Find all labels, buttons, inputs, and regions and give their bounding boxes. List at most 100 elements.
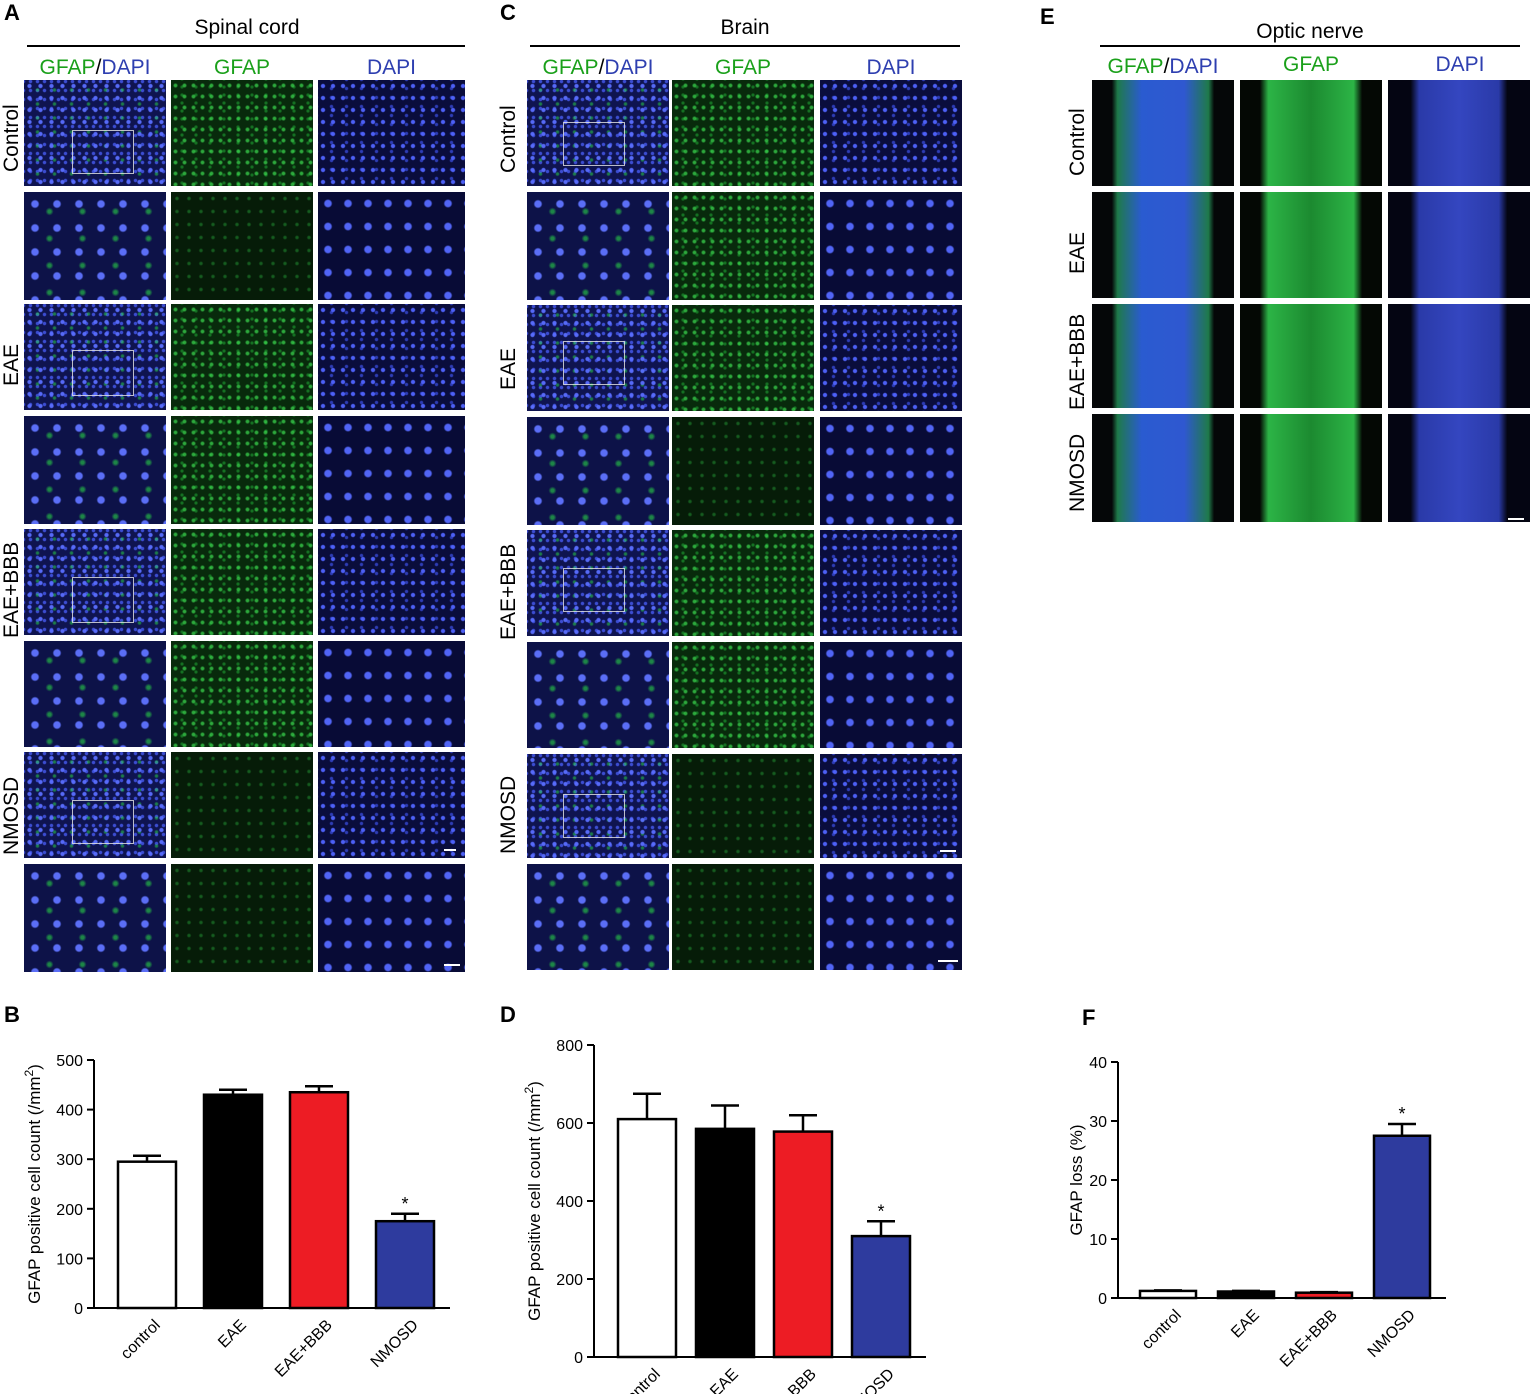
optic-eae-bbb-dapi [1388,304,1530,408]
bar-control [1138,1289,1198,1300]
brain-eae-bbb-dapi [820,530,962,636]
spinal-eae-bbb-merge [24,529,166,635]
bar-control [616,1117,678,1359]
panel-letter-e: E [1040,4,1055,29]
spinal-control-gfap-zoom [171,192,313,300]
brain-control-gfap [672,80,814,186]
spinal-nmosd-gfap-zoom [171,864,313,972]
spinal-control-merge [24,80,166,186]
bar-eae [1216,1290,1276,1300]
brain-nmosd-gfap [672,754,814,858]
brain-control-merge [527,80,669,186]
x-tick-label: EAE [1228,1307,1263,1342]
brain-eae-gfap [672,305,814,411]
col-label-gfap-spinal: GFAP [213,56,271,79]
spinal-nmosd-dapi-zoom [318,864,465,972]
y-tick-label: 400 [56,1103,83,1120]
row-label-brain-control: Control [497,105,520,173]
spinal-eae-merge [24,304,166,410]
spinal-cord-title: Spinal cord [194,16,300,39]
panel-letter-d: D [500,1002,516,1027]
optic-control-gfap [1240,80,1382,186]
optic-eae-bbb-gfap [1240,304,1382,408]
brain-nmosd-dapi-zoom [820,864,962,970]
y-tick-label: 600 [556,1116,583,1133]
row-label-spinal-eae: EAE [0,343,23,386]
row-label-brain-nmosd: NMOSD [497,775,520,854]
spinal-eae-bbb-dapi-zoom [318,641,465,747]
optic-nmosd-dapi [1388,414,1530,522]
panel-letter-c: C [500,0,516,25]
brain-eae-bbb-dapi-zoom [820,642,962,748]
y-axis-label: GFAP loss (%) [1067,1124,1086,1235]
brain-nmosd-gfap-zoom [672,864,814,970]
row-label-optic-eae-bbb: EAE+BBB [1066,313,1089,410]
optic-eae-merge [1092,192,1234,298]
panel-letter-a: A [4,0,20,25]
spinal-eae-dapi-zoom [318,416,465,524]
y-tick-label: 10 [1089,1232,1107,1249]
optic-nmosd-merge [1092,414,1234,522]
bar-nmosd [374,1219,436,1310]
brain-eae-bbb-gfap [672,530,814,636]
y-tick-label: 400 [556,1194,583,1211]
brain-eae-merge [527,305,669,411]
x-tick-label: EAE+BBB [756,1366,820,1394]
panel-letter-f: F [1082,1005,1096,1030]
chart-f: 0 10 20 30 40 GFAP loss (%) control EAE EAE+BBB *… [1067,1055,1446,1371]
y-tick-label: 500 [56,1053,83,1070]
col-label-merge-optic: GFAP/DAPI [1107,55,1219,78]
spinal-cord-rule [27,45,465,47]
scale-bar [444,849,456,851]
brain-control-dapi-zoom [820,192,962,300]
x-tick-label: control [618,1366,664,1394]
spinal-eae-bbb-gfap [171,529,313,635]
panel-letter-b: B [4,1002,20,1027]
spinal-control-merge-zoom [24,192,166,300]
spinal-eae-bbb-gfap-zoom [171,641,313,747]
optic-control-dapi [1388,80,1530,186]
bar-eae-bbb [1294,1291,1354,1300]
optic-eae-dapi [1388,192,1530,298]
brain-eae-bbb-gfap-zoom [672,642,814,748]
significance-marker: * [401,1194,408,1214]
scale-bar [940,850,956,852]
y-axis-label: GFAP positive cell count (/mm2) [22,1064,44,1304]
x-tick-label: control [118,1317,164,1363]
y-tick-label: 0 [574,1350,583,1367]
spinal-control-dapi-zoom [318,192,465,300]
row-label-optic-eae: EAE [1066,231,1089,274]
chart-b: 0 100 200 300 400 500 GFAP positive cell count… [22,1053,450,1381]
row-label-brain-eae-bbb: EAE+BBB [497,543,520,640]
optic-eae-bbb-merge [1092,304,1234,408]
col-label-dapi-brain: DAPI [866,56,916,79]
row-label-spinal-nmosd: NMOSD [0,776,23,855]
chart-d: 0 200 400 600 800 GFAP positive cell count (/… [522,1038,926,1394]
x-tick-label: EAE+BBB [1277,1307,1341,1371]
row-label-optic-nmosd: NMOSD [1066,433,1089,512]
y-tick-label: 0 [1098,1291,1107,1308]
x-tick-label: EAE [707,1366,742,1394]
brain-nmosd-merge [527,754,669,858]
optic-control-merge [1092,80,1234,186]
brain-title: Brain [720,16,770,39]
brain-eae-bbb-merge-zoom [527,642,669,748]
x-tick-label: NMOSD [1365,1307,1419,1361]
spinal-eae-bbb-dapi [318,529,465,635]
y-tick-label: 200 [556,1272,583,1289]
brain-eae-dapi-zoom [820,417,962,525]
y-tick-label: 30 [1089,1114,1107,1131]
brain-control-gfap-zoom [672,192,814,300]
bar-nmosd [850,1234,912,1359]
optic-eae-gfap [1240,192,1382,298]
y-tick-label: 0 [74,1301,83,1318]
brain-nmosd-merge-zoom [527,864,669,970]
spinal-nmosd-gfap [171,752,313,858]
optic-nmosd-gfap [1240,414,1382,522]
spinal-eae-gfap-zoom [171,416,313,524]
spinal-eae-bbb-merge-zoom [24,641,166,747]
brain-eae-dapi [820,305,962,411]
y-tick-label: 300 [56,1152,83,1169]
col-label-gfap-brain: GFAP [714,56,772,79]
x-tick-label: control [1139,1307,1185,1353]
